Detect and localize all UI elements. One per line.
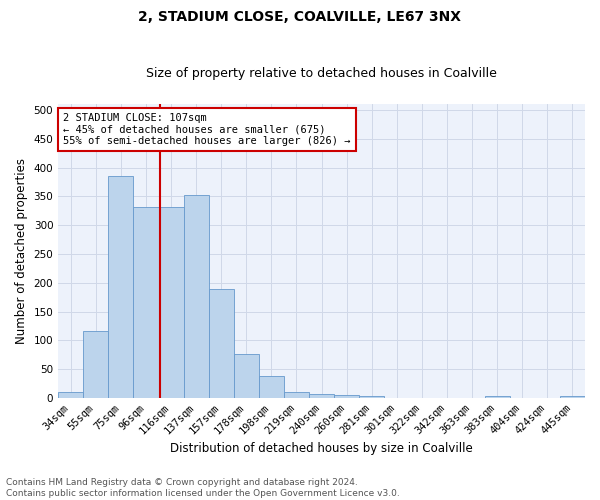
Bar — [133, 207, 158, 398]
Bar — [334, 395, 359, 398]
Title: Size of property relative to detached houses in Coalville: Size of property relative to detached ho… — [146, 66, 497, 80]
Text: Contains HM Land Registry data © Crown copyright and database right 2024.
Contai: Contains HM Land Registry data © Crown c… — [6, 478, 400, 498]
Bar — [485, 396, 510, 398]
Bar — [184, 194, 209, 398]
Bar — [234, 354, 259, 398]
Bar — [309, 394, 334, 398]
Text: 2 STADIUM CLOSE: 107sqm
← 45% of detached houses are smaller (675)
55% of semi-d: 2 STADIUM CLOSE: 107sqm ← 45% of detache… — [64, 113, 351, 146]
Bar — [284, 392, 309, 398]
Text: 2, STADIUM CLOSE, COALVILLE, LE67 3NX: 2, STADIUM CLOSE, COALVILLE, LE67 3NX — [139, 10, 461, 24]
Bar — [209, 288, 234, 398]
Bar — [158, 207, 184, 398]
Y-axis label: Number of detached properties: Number of detached properties — [15, 158, 28, 344]
Bar — [259, 376, 284, 398]
X-axis label: Distribution of detached houses by size in Coalville: Distribution of detached houses by size … — [170, 442, 473, 455]
Bar — [58, 392, 83, 398]
Bar — [109, 176, 133, 398]
Bar — [359, 396, 385, 398]
Bar — [560, 396, 585, 398]
Bar — [83, 331, 109, 398]
